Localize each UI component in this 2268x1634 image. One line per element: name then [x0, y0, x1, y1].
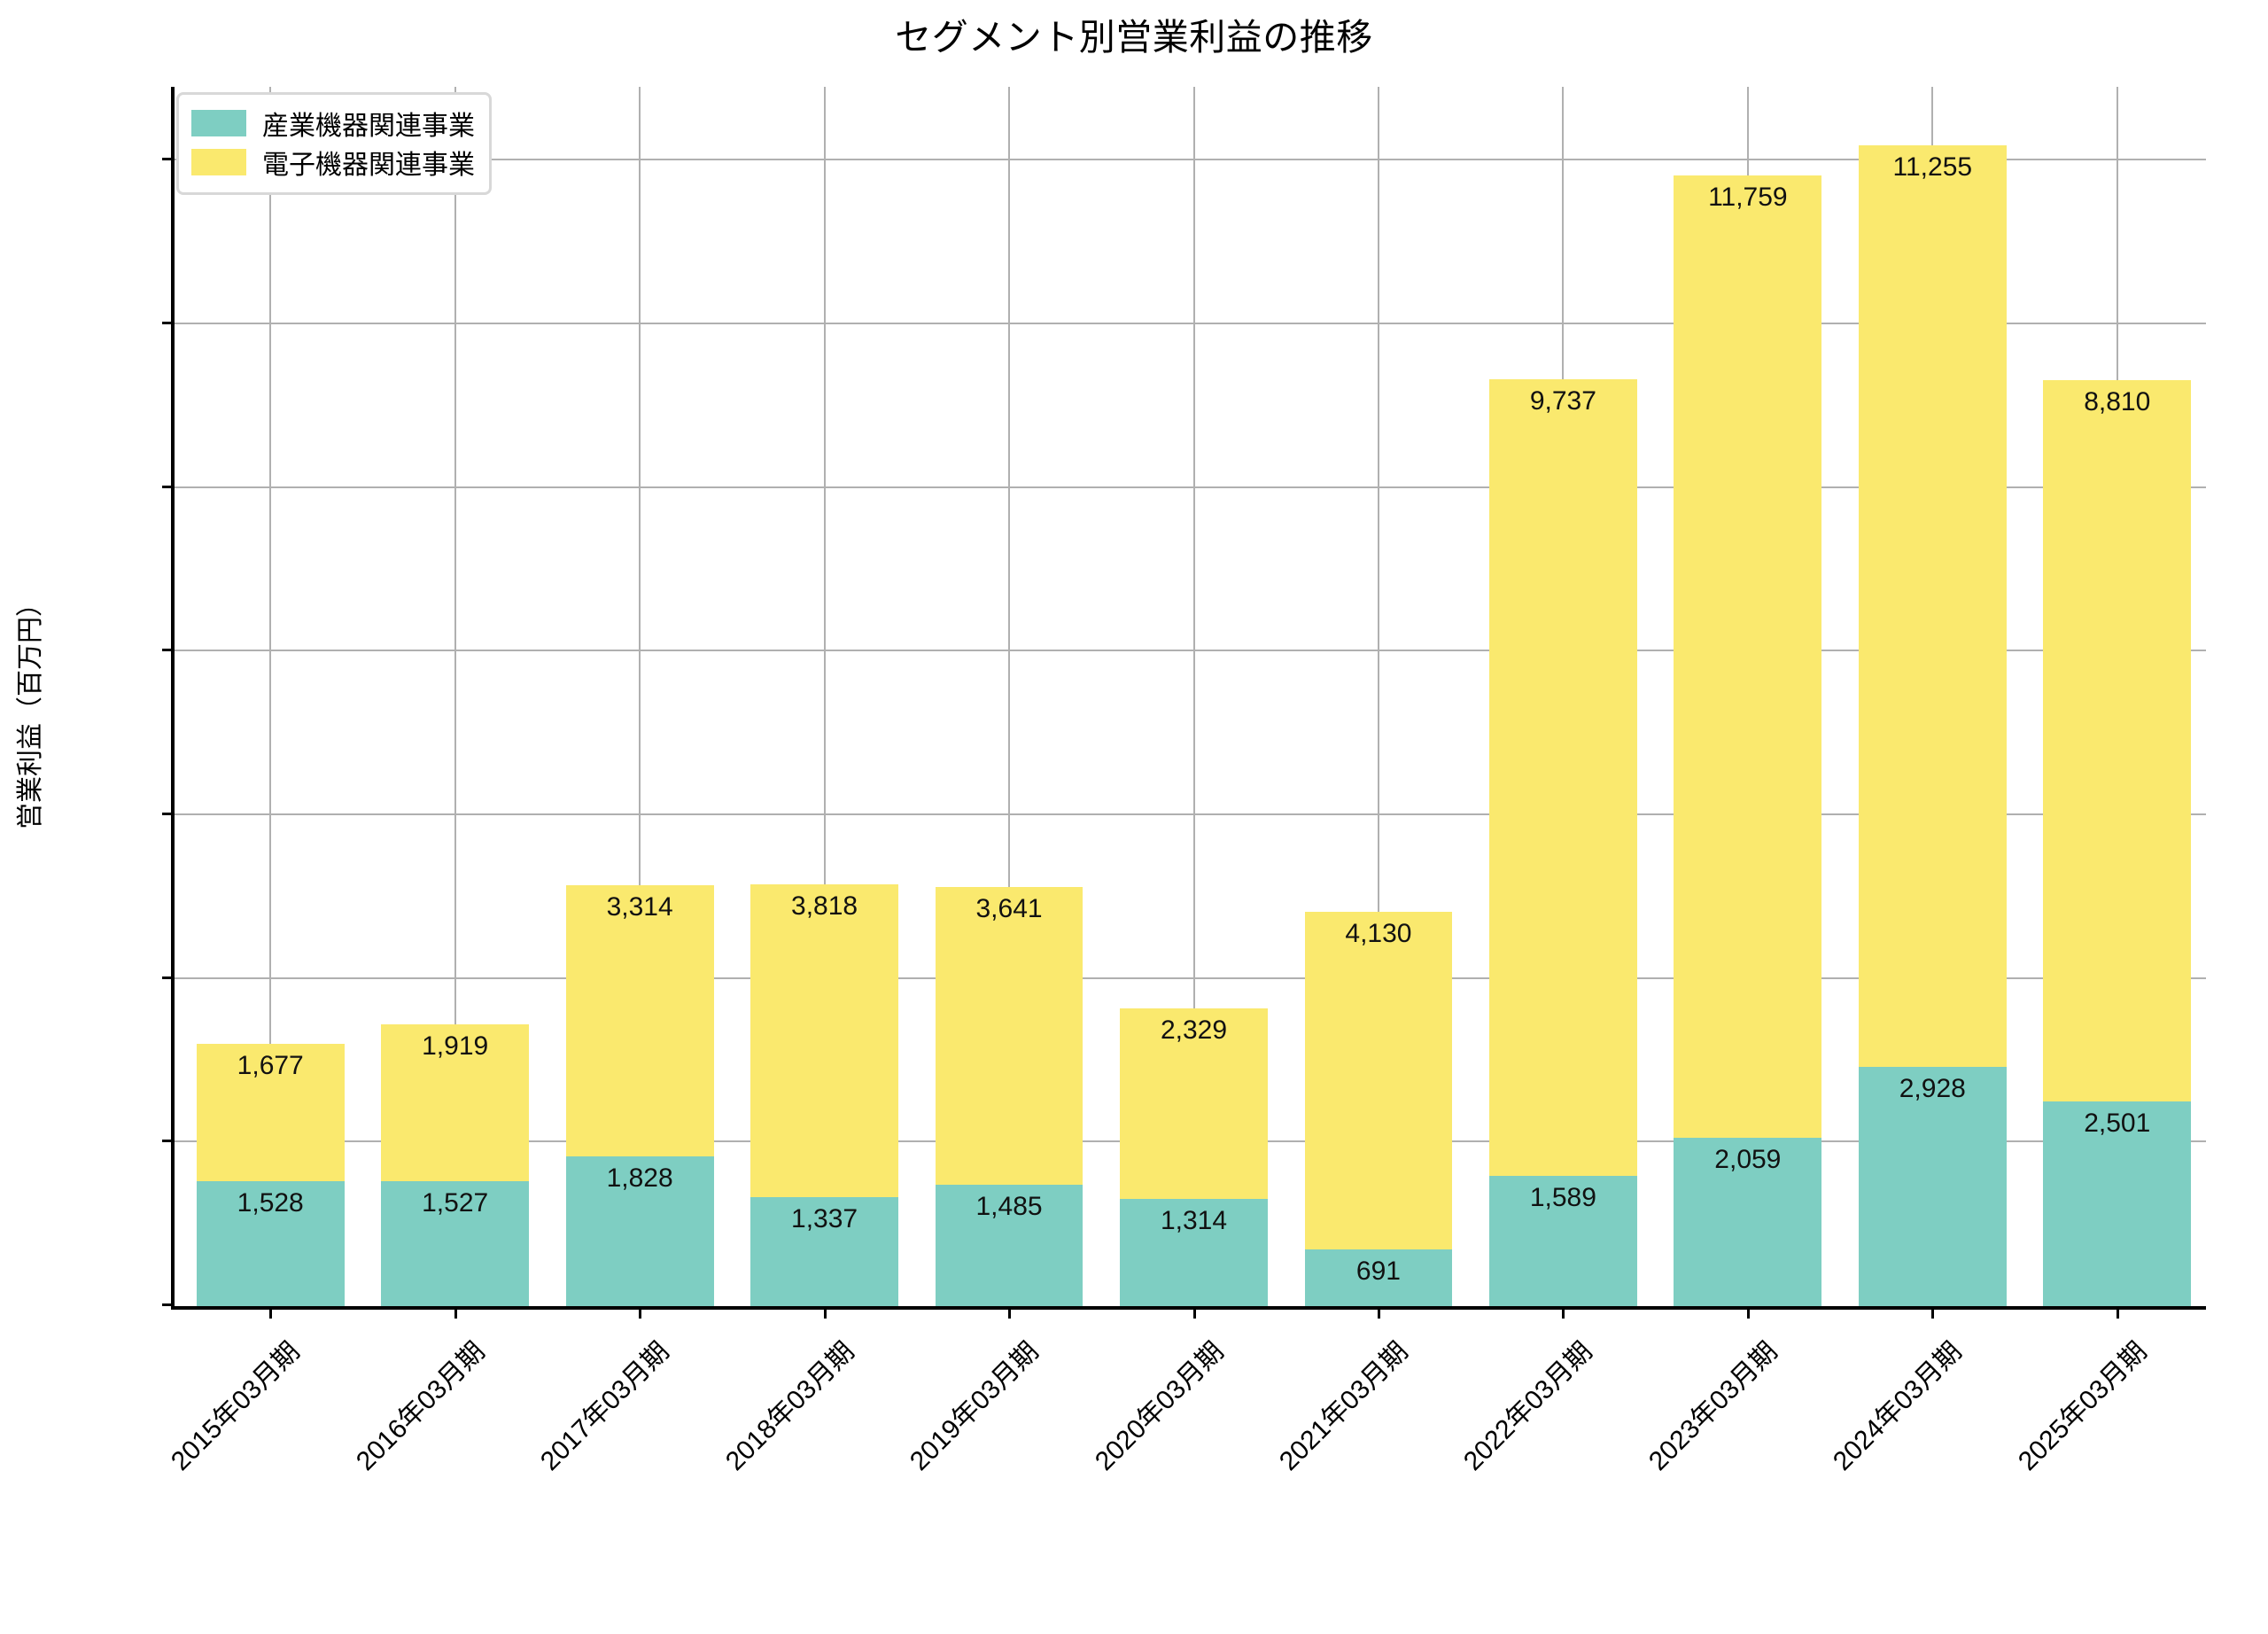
x-axis-tick-mark — [1562, 1306, 1565, 1319]
x-axis-tick-mark — [1377, 1306, 1380, 1319]
gridline-horizontal — [175, 650, 2206, 652]
x-axis-tick-mark — [269, 1306, 273, 1319]
bar-segment-industrial[interactable] — [750, 1196, 898, 1306]
bar-stack[interactable]: 1,828 3,314 — [565, 885, 714, 1306]
x-axis-tick-mark — [1192, 1306, 1196, 1319]
y-axis-tick-mark — [162, 1140, 175, 1143]
gridline-vertical — [1008, 87, 1011, 1306]
y-axis-tick-mark — [162, 485, 175, 488]
bar-stack[interactable]: 1,337 3,818 — [750, 883, 898, 1306]
legend-item[interactable]: 産業機器関連事業 — [191, 104, 475, 143]
x-axis-tick-mark — [823, 1306, 827, 1319]
bar-segment-electronics[interactable] — [750, 883, 898, 1197]
bar-segment-electronics[interactable] — [935, 886, 1084, 1185]
gridline-horizontal — [175, 977, 2206, 979]
bar-segment-electronics[interactable] — [1674, 175, 1822, 1138]
gridline-vertical — [269, 87, 272, 1306]
bar-segment-industrial[interactable] — [1674, 1137, 1822, 1306]
y-axis-tick-mark — [162, 158, 175, 161]
gridline-horizontal — [175, 486, 2206, 488]
y-axis-tick-mark — [162, 976, 175, 979]
bar-stack[interactable]: 1,485 3,641 — [935, 886, 1084, 1306]
bar-stack[interactable]: 691 4,130 — [1304, 911, 1453, 1306]
gridline-horizontal — [175, 322, 2206, 324]
bar-segment-industrial[interactable] — [196, 1180, 345, 1306]
x-axis-tick-mark — [1746, 1306, 1750, 1319]
bar-stack[interactable]: 2,928 11,255 — [1858, 145, 2007, 1306]
gridline-vertical — [454, 87, 456, 1306]
gridline-vertical — [823, 87, 826, 1306]
legend-swatch-icon — [191, 149, 246, 175]
bar-segment-electronics[interactable] — [1120, 1008, 1268, 1199]
bar-segment-industrial[interactable] — [565, 1156, 714, 1306]
y-axis-tick-mark — [162, 812, 175, 815]
legend-swatch-icon — [191, 110, 246, 136]
y-axis-tick-mark — [162, 649, 175, 652]
bar-segment-industrial[interactable] — [1858, 1066, 2007, 1306]
gridline-vertical — [1192, 87, 1195, 1306]
legend-item-label: 電子機器関連事業 — [262, 151, 475, 180]
bar-segment-industrial[interactable] — [1304, 1249, 1453, 1306]
legend-item[interactable]: 電子機器関連事業 — [191, 143, 475, 182]
bar-stack[interactable]: 1,528 1,677 — [196, 1044, 345, 1306]
chart-figure: セグメント別営業利益の推移 営業利益（百万円） 1,528 1,677 1,527 1… — [16, 17, 2206, 1477]
bar-segment-industrial[interactable] — [1489, 1176, 1637, 1306]
bar-segment-industrial[interactable] — [935, 1184, 1084, 1306]
x-axis-tick-mark — [639, 1306, 642, 1319]
bar-segment-industrial[interactable] — [381, 1180, 530, 1306]
bar-segment-industrial[interactable] — [1120, 1198, 1268, 1306]
plot-inner: 1,528 1,677 1,527 1,919 1,828 3,314 1,337 3,818… — [175, 87, 2206, 1306]
bar-stack[interactable]: 1,314 2,329 — [1120, 1008, 1268, 1306]
y-axis-tick-mark — [162, 321, 175, 324]
chart-title: セグメント別営業利益の推移 — [895, 17, 1373, 58]
x-axis-tick-mark — [454, 1306, 457, 1319]
bar-segment-industrial[interactable] — [2043, 1101, 2192, 1306]
bar-segment-electronics[interactable] — [565, 885, 714, 1157]
gridline-horizontal — [175, 159, 2206, 161]
bar-segment-electronics[interactable] — [2043, 380, 2192, 1102]
bar-segment-electronics[interactable] — [196, 1044, 345, 1181]
x-axis-tick-mark — [2116, 1306, 2119, 1319]
bar-stack[interactable]: 2,501 8,810 — [2043, 380, 2192, 1306]
gridline-vertical — [639, 87, 641, 1306]
gridline-vertical — [1377, 87, 1379, 1306]
y-axis-tick-mark — [162, 1303, 175, 1306]
bar-segment-electronics[interactable] — [1858, 145, 2007, 1067]
plot-area: 1,528 1,677 1,527 1,919 1,828 3,314 1,337 3,818… — [162, 87, 2206, 1319]
x-axis-tick-mark — [1931, 1306, 1935, 1319]
x-axis-tick-mark — [1008, 1306, 1012, 1319]
bar-segment-electronics[interactable] — [1304, 911, 1453, 1250]
bar-segment-electronics[interactable] — [381, 1023, 530, 1181]
bar-stack[interactable]: 1,589 9,737 — [1489, 379, 1637, 1306]
gridline-horizontal — [175, 813, 2206, 815]
bar-stack[interactable]: 1,527 1,919 — [381, 1023, 530, 1306]
chart-legend: 産業機器関連事業 電子機器関連事業 — [176, 92, 492, 195]
y-axis-title: 営業利益（百万円） — [16, 590, 45, 829]
bar-stack[interactable]: 2,059 11,759 — [1674, 175, 1822, 1306]
legend-item-label: 産業機器関連事業 — [262, 112, 475, 141]
bar-segment-electronics[interactable] — [1489, 379, 1637, 1177]
